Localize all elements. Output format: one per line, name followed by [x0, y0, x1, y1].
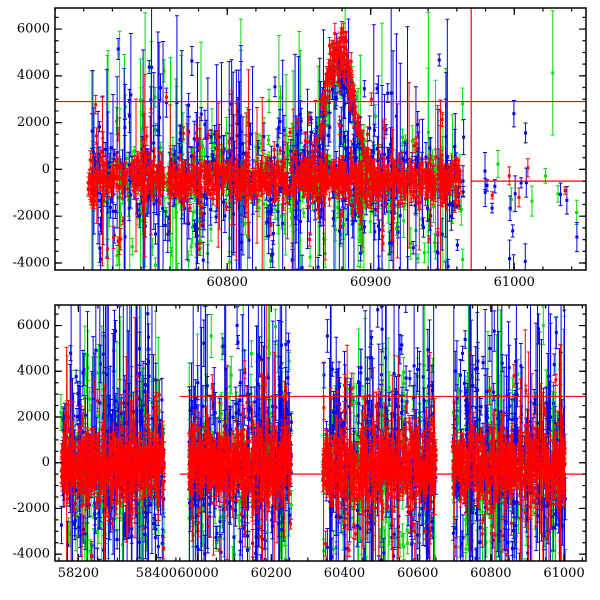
light-curve-plot-canvas [0, 0, 600, 600]
light-curve-figure [0, 0, 600, 600]
